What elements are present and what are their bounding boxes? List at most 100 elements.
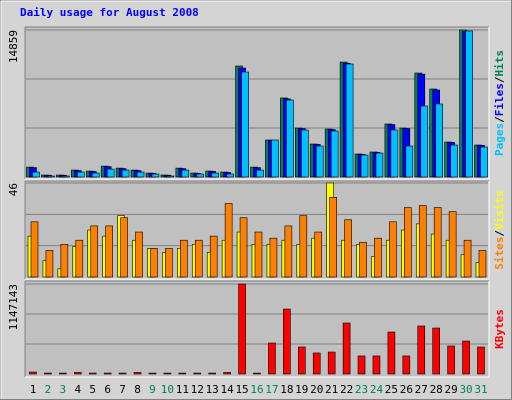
x-tick-label: 14 [221,383,235,396]
y-tick-label: 14859 [7,30,20,63]
bar [372,355,381,375]
bar [194,239,203,278]
bar [477,346,485,375]
bar [375,152,384,178]
bar [330,130,339,178]
bar [342,322,351,375]
x-tick-label: 17 [265,383,278,396]
bar [181,169,190,178]
bar [405,145,414,178]
bar [209,235,218,278]
x-tick-label: 19 [295,383,308,396]
x-tick-label: 6 [104,383,111,396]
bar [345,63,354,178]
bar [208,372,216,375]
legend: KBytes [493,309,506,349]
x-tick-label: 16 [250,383,263,396]
x-tick-label: 4 [74,383,81,396]
x-tick-label: 9 [149,383,156,396]
y-tick-label: 46 [7,183,20,196]
bar [90,225,99,278]
bar [271,139,279,178]
bar [105,225,113,278]
bar [389,221,397,278]
legend-entry: Pages [493,123,506,156]
plot-area [25,281,489,377]
bar [74,372,82,375]
legend-separator: / [493,230,506,237]
x-tick-label: 25 [385,383,398,396]
bar [77,171,85,178]
bar [118,372,127,375]
bar [254,231,263,278]
bar [120,217,128,278]
bar [196,173,205,178]
bar [357,355,366,375]
bar [253,372,261,375]
bar [404,207,412,278]
bar [59,372,67,375]
bar [387,331,396,375]
bar [163,372,172,375]
bar [45,250,54,278]
bar [283,308,291,375]
bar [256,169,264,178]
bar [165,248,173,278]
bar [417,325,426,375]
bar [133,372,142,375]
bar [180,239,188,278]
bar [47,175,55,178]
bar [178,372,187,375]
x-tick-label: 12 [191,383,204,396]
bar [284,225,293,278]
bar [268,342,276,375]
bar [432,327,441,375]
bar [135,231,143,278]
x-tick-label: 28 [430,383,443,396]
bar [151,173,160,178]
x-tick-label: 7 [119,383,126,396]
bar [390,129,399,178]
bar [463,239,472,278]
x-tick-label: 15 [235,383,248,396]
x-tick-label: 31 [474,383,487,396]
bar [269,237,278,278]
bar [462,340,470,375]
x-tick-label: 3 [60,383,67,396]
x-tick-label: 18 [280,383,293,396]
bar [450,144,458,178]
bar [465,30,473,178]
bar [297,346,306,375]
chart-title: Daily usage for August 2008 [20,6,199,19]
bar [360,154,369,178]
x-tick-label: 30 [459,383,472,396]
bar [226,173,234,178]
bar [29,371,37,375]
bar [193,372,202,375]
bar [241,71,249,178]
bar [447,345,455,375]
x-tick-label: 29 [445,383,458,396]
x-tick-label: 22 [340,383,353,396]
bar [166,175,175,178]
bar [44,372,52,375]
bar [150,248,158,278]
x-tick-label: 10 [161,383,174,396]
legend-entry: Files [493,83,506,116]
bar [223,372,231,375]
legend-entry: Hits [493,50,506,77]
bar [312,352,321,375]
bar [433,207,442,278]
bar [300,129,309,178]
bar [344,219,352,278]
x-tick-label: 11 [176,383,189,396]
legend: Pages/Files/Hits [493,50,506,156]
x-tick-label: 5 [89,383,96,396]
bar [238,283,246,375]
bar [136,171,145,178]
bar [75,239,84,278]
x-tick-label: 27 [415,383,428,396]
bar [88,372,97,375]
x-tick-label: 1 [30,383,37,396]
